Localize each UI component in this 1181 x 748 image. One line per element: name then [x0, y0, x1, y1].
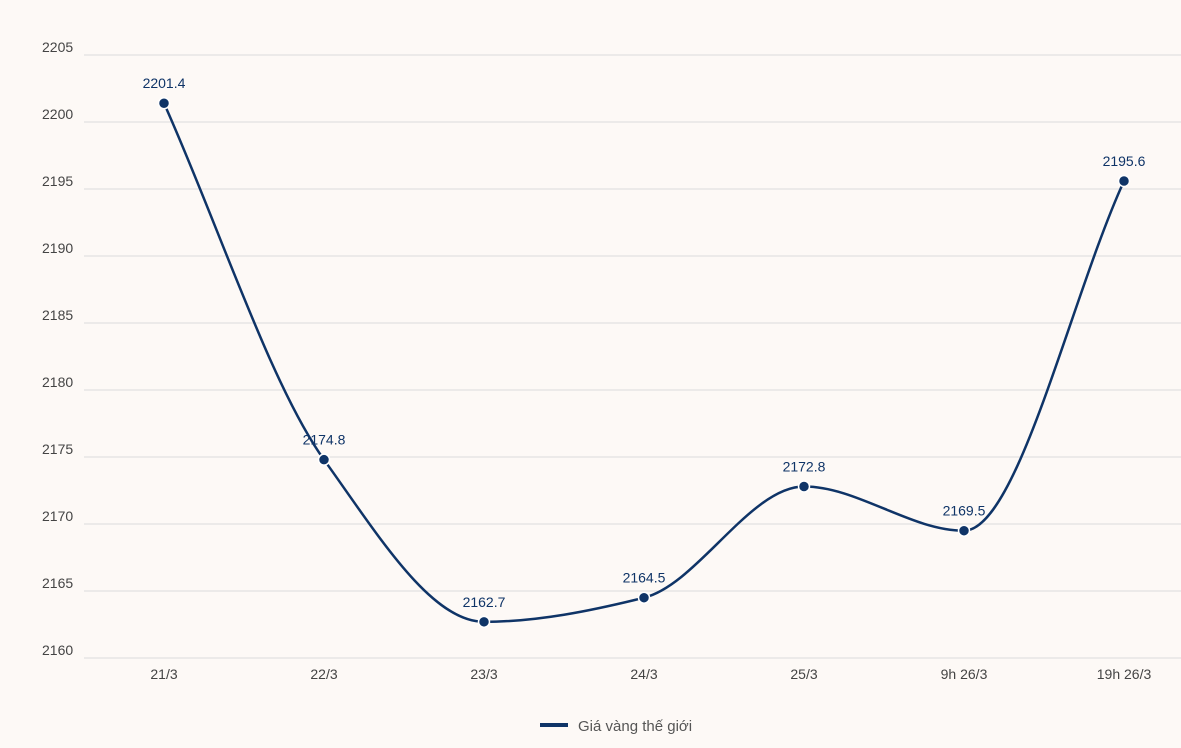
data-point-2164.5[interactable]	[637, 591, 651, 604]
data-label: 2201.4	[143, 75, 186, 91]
data-point-2162.7[interactable]	[477, 615, 491, 629]
legend-label: Giá vàng thế giới	[578, 718, 692, 735]
data-label: 2172.8	[783, 458, 826, 474]
x-tick-label: 23/3	[470, 666, 497, 682]
data-label: 2195.6	[1103, 153, 1146, 169]
data-label: 2162.7	[463, 594, 506, 610]
x-tick-label: 22/3	[310, 666, 337, 682]
data-point-2172.8[interactable]	[797, 480, 811, 493]
data-label: 2169.5	[943, 503, 986, 519]
data-label: 2174.8	[303, 432, 346, 448]
y-tick-label: 2195	[42, 173, 73, 189]
data-points[interactable]	[157, 96, 1131, 629]
x-tick-label: 9h 26/3	[941, 666, 988, 682]
legend[interactable]: Giá vàng thế giới	[540, 718, 692, 735]
data-label: 2164.5	[623, 570, 666, 586]
data-point-2174.8[interactable]	[317, 453, 331, 466]
gridlines	[84, 54, 1181, 659]
x-tick-label: 25/3	[790, 666, 817, 682]
y-tick-label: 2160	[42, 642, 73, 658]
x-tick-label: 24/3	[630, 666, 657, 682]
y-tick-label: 2200	[42, 106, 73, 122]
data-point-2201.4[interactable]	[157, 96, 171, 110]
y-tick-label: 2165	[42, 575, 73, 591]
x-tick-label: 21/3	[150, 666, 177, 682]
y-tick-label: 2205	[42, 39, 73, 55]
y-tick-label: 2185	[42, 307, 73, 323]
data-point-2169.5[interactable]	[957, 524, 971, 537]
y-tick-label: 2175	[42, 441, 73, 457]
y-axis: 2160 2165 2170 2175 2180 2185 2190 2195 2200 2205	[42, 39, 73, 658]
y-tick-label: 2170	[42, 508, 73, 524]
y-tick-label: 2180	[42, 374, 73, 390]
x-axis: 21/3 22/3 23/3 24/3 25/3 9h 26/3 19h 26/3	[150, 666, 1151, 682]
data-point-2195.6[interactable]	[1117, 174, 1131, 188]
series-line	[162, 102, 1126, 624]
y-tick-label: 2190	[42, 240, 73, 256]
x-tick-label: 19h 26/3	[1097, 666, 1152, 682]
data-labels: 2201.4 2174.8 2162.7 2164.5 2172.8 2169.5 2195…	[143, 75, 1146, 610]
